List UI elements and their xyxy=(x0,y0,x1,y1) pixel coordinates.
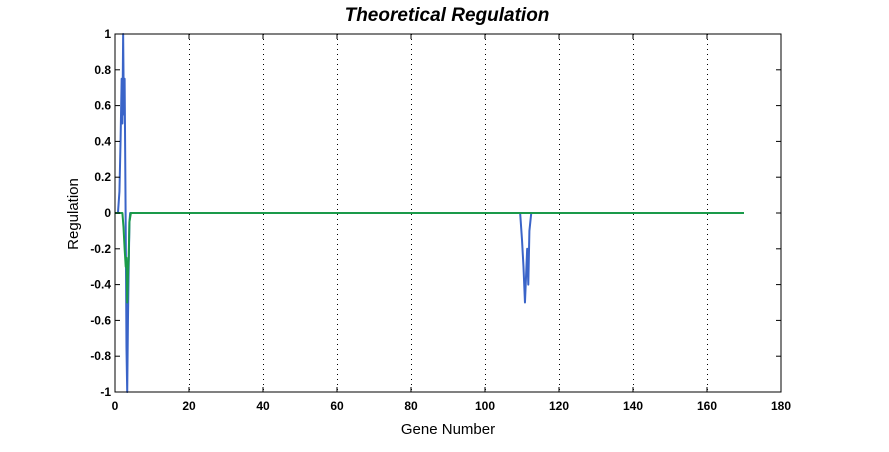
y-tick-label: -0.2 xyxy=(90,242,111,256)
x-tick-label: 60 xyxy=(330,399,344,413)
y-axis-label: Regulation xyxy=(65,178,82,250)
x-tick-label: 180 xyxy=(771,399,791,413)
x-tick-label: 40 xyxy=(256,399,270,413)
x-tick-label: 140 xyxy=(623,399,643,413)
y-tick-label: 0.4 xyxy=(94,134,111,148)
x-tick-label: 120 xyxy=(549,399,569,413)
y-tick-label: 0.8 xyxy=(94,63,111,77)
x-tick-label: 100 xyxy=(475,399,495,413)
x-tick-label: 20 xyxy=(182,399,196,413)
x-tick-label: 80 xyxy=(404,399,418,413)
y-tick-label: 0.2 xyxy=(94,170,111,184)
y-tick-label: -0.8 xyxy=(90,349,111,363)
x-tick-label: 160 xyxy=(697,399,717,413)
series-layer xyxy=(115,33,744,393)
y-tick-label: 1 xyxy=(104,27,111,41)
y-tick-label: 0 xyxy=(104,206,111,220)
chart-title: Theoretical Regulation xyxy=(345,5,550,26)
y-tick-label: -0.4 xyxy=(90,278,111,292)
y-tick-label: -0.6 xyxy=(90,313,111,327)
axis-ticks: 0 20 40 60 80 100 120 140 160 180 -1 -0.8 -0.6 -0.4 -0… xyxy=(90,27,791,413)
y-tick-label: -1 xyxy=(100,385,111,399)
x-axis-label: Gene Number xyxy=(401,421,495,438)
x-tick-label: 0 xyxy=(112,399,119,413)
y-tick-label: 0.6 xyxy=(94,99,111,113)
series-line-2 xyxy=(115,212,744,304)
